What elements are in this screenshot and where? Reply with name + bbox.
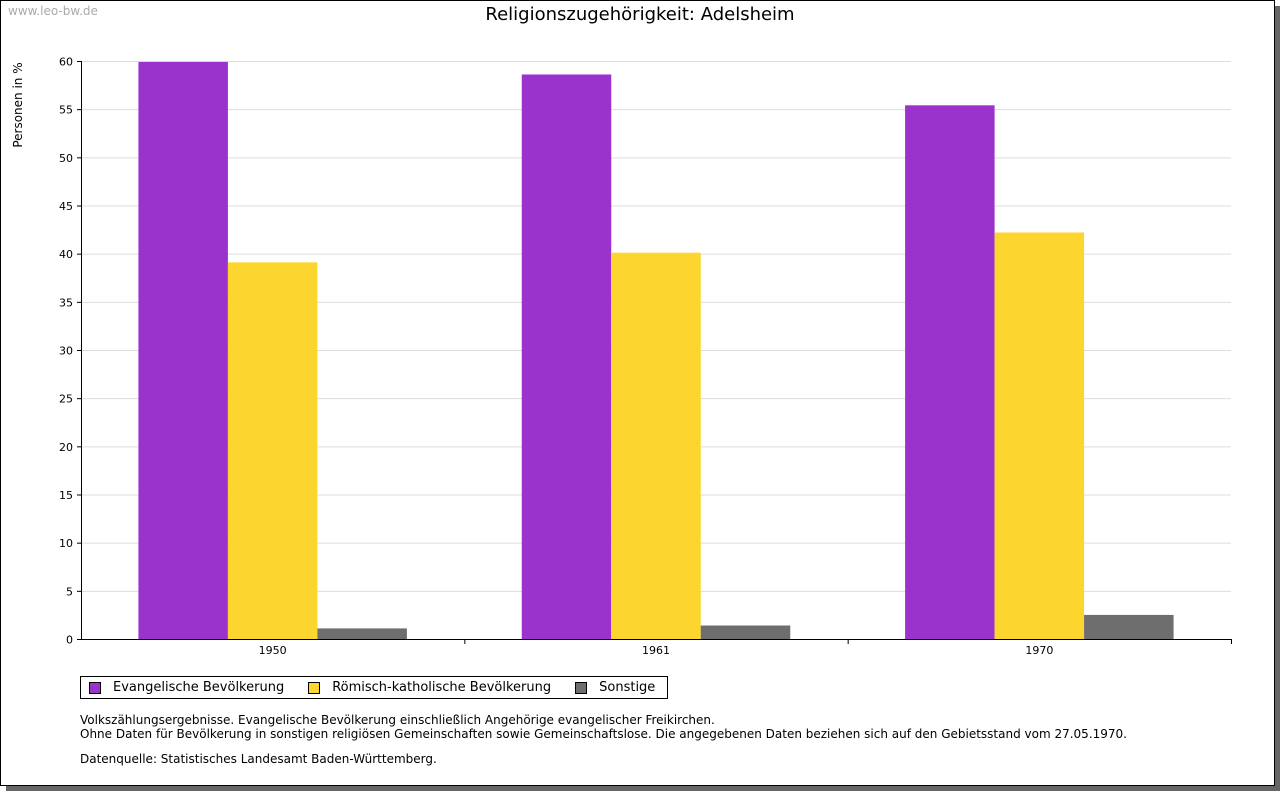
bar (700, 625, 791, 639)
bar (138, 61, 228, 640)
y-tick-label: 35 (59, 296, 73, 309)
x-tick-label: 1961 (642, 644, 670, 657)
y-tick-label: 5 (66, 585, 73, 598)
legend-item: Römisch-katholische Bevölkerung (308, 680, 551, 695)
bar (611, 252, 701, 639)
bar (317, 628, 407, 639)
bar (521, 74, 612, 639)
y-tick-label: 55 (59, 104, 73, 117)
chart-title: Religionszugehörigkeit: Adelsheim (485, 4, 795, 25)
legend-label: Evangelische Bevölkerung (113, 680, 285, 695)
bar (905, 105, 995, 639)
y-tick-label: 45 (59, 200, 73, 213)
legend-label: Sonstige (599, 680, 656, 695)
y-tick-label: 60 (59, 56, 73, 69)
notes: Volkszählungsergebnisse. Evangelische Be… (80, 713, 1127, 741)
note-line: Ohne Daten für Bevölkerung in sonstigen … (80, 727, 1127, 741)
data-source: Datenquelle: Statistisches Landesamt Bad… (80, 752, 437, 766)
legend: Evangelische Bevölkerung Römisch-katholi… (80, 676, 669, 699)
y-tick-label: 50 (59, 152, 73, 165)
bar (994, 232, 1085, 639)
x-tick-label: 1970 (1025, 644, 1053, 657)
legend-item: Sonstige (575, 680, 655, 695)
note-line: Volkszählungsergebnisse. Evangelische Be… (80, 713, 715, 727)
legend-swatch (575, 681, 588, 694)
bar (1084, 614, 1174, 639)
y-tick-label: 40 (59, 248, 73, 261)
bar (227, 262, 318, 639)
x-tick-label: 1950 (259, 644, 287, 657)
y-tick-label: 20 (59, 441, 73, 454)
y-tick-label: 30 (59, 345, 73, 358)
legend-label: Römisch-katholische Bevölkerung (332, 680, 552, 695)
y-tick-label: 10 (59, 537, 73, 550)
y-tick-label: 0 (66, 634, 73, 647)
legend-swatch (89, 681, 101, 694)
watermark: www.leo-bw.de (8, 4, 98, 18)
y-tick-label: 15 (59, 489, 73, 502)
legend-swatch (308, 681, 321, 694)
y-tick-label: 25 (59, 393, 73, 406)
legend-item: Evangelische Bevölkerung (89, 680, 284, 695)
